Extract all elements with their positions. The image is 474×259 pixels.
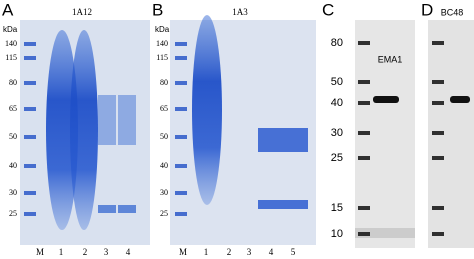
lane-label: 1: [59, 247, 64, 257]
ladder-band: [175, 164, 187, 168]
marker-label: 40: [331, 97, 343, 109]
band: [118, 205, 136, 213]
marker-label: 30: [160, 188, 168, 197]
marker-label: 80: [331, 37, 343, 49]
marker-label: 140: [5, 39, 17, 48]
ladder-band: [358, 156, 370, 160]
marker-label: 15: [331, 202, 343, 214]
ladder-band: [432, 41, 444, 45]
panel-letter: C: [322, 0, 334, 19]
marker-label: 65: [160, 104, 168, 113]
lane-label: M: [179, 247, 187, 257]
ladder-band: [24, 56, 36, 60]
marker-label: 65: [9, 104, 17, 113]
ladder-band: [175, 42, 187, 46]
marker-label: 30: [9, 188, 17, 197]
band: [355, 228, 415, 238]
ladder-band: [432, 101, 444, 105]
lane-label: 2: [227, 247, 232, 257]
marker-label: 25: [331, 152, 343, 164]
unit-label: kDa: [155, 25, 170, 34]
panel-title: EMA1: [378, 54, 403, 64]
ladder-band: [175, 56, 187, 60]
panel-letter: B: [152, 0, 163, 19]
ladder-band: [24, 212, 36, 216]
ladder-band: [24, 164, 36, 168]
marker-label: 80: [9, 78, 17, 87]
ladder-band: [432, 156, 444, 160]
panel-letter: A: [2, 0, 14, 19]
marker-label: 115: [156, 53, 168, 62]
band: [98, 205, 116, 213]
marker-label: 25: [9, 209, 17, 218]
marker-label: 40: [160, 161, 168, 170]
lane-label: M: [36, 247, 44, 257]
lane-label: 3: [104, 247, 109, 257]
marker-label: 50: [160, 132, 168, 141]
unit-label: kDa: [3, 25, 18, 34]
band: [98, 95, 116, 145]
ladder-band: [432, 206, 444, 210]
marker-label: 10: [331, 228, 343, 240]
marker-label: 25: [160, 209, 168, 218]
ladder-band: [24, 107, 36, 111]
lane-label: 2: [83, 247, 88, 257]
marker-label: 50: [9, 132, 17, 141]
marker-label: 50: [331, 76, 343, 88]
ladder-band: [24, 191, 36, 195]
lane-label: 3: [247, 247, 252, 257]
lane-smear: [192, 15, 222, 205]
marker-label: 140: [156, 39, 168, 48]
panel-letter: D: [421, 0, 433, 19]
band: [450, 96, 470, 103]
ladder-band: [24, 42, 36, 46]
band: [118, 95, 136, 145]
ladder-band: [24, 81, 36, 85]
ladder-band: [358, 206, 370, 210]
ladder-band: [24, 135, 36, 139]
ladder-band: [358, 232, 370, 236]
ladder-band: [175, 135, 187, 139]
band: [258, 128, 308, 152]
ladder-band: [358, 131, 370, 135]
panel-title: BC48: [441, 7, 464, 17]
marker-label: 40: [9, 161, 17, 170]
lane-smear: [70, 30, 98, 230]
lane-label: 1: [204, 247, 209, 257]
ladder-band: [175, 212, 187, 216]
band: [258, 200, 308, 209]
lane-smear: [46, 30, 78, 230]
ladder-band: [432, 232, 444, 236]
marker-label: 115: [5, 53, 17, 62]
ladder-band: [432, 131, 444, 135]
panel-title: 1A3: [232, 7, 248, 17]
marker-label: 30: [331, 127, 343, 139]
panel-title: 1A12: [72, 7, 92, 17]
lane-label: 4: [269, 247, 274, 257]
ladder-band: [175, 81, 187, 85]
ladder-band: [358, 41, 370, 45]
ladder-band: [358, 101, 370, 105]
ladder-band: [175, 191, 187, 195]
marker-label: 80: [160, 78, 168, 87]
ladder-band: [432, 80, 444, 84]
lane-label: 5: [291, 247, 296, 257]
ladder-band: [358, 80, 370, 84]
lane-label: 4: [126, 247, 131, 257]
band: [373, 96, 399, 103]
ladder-band: [175, 107, 187, 111]
